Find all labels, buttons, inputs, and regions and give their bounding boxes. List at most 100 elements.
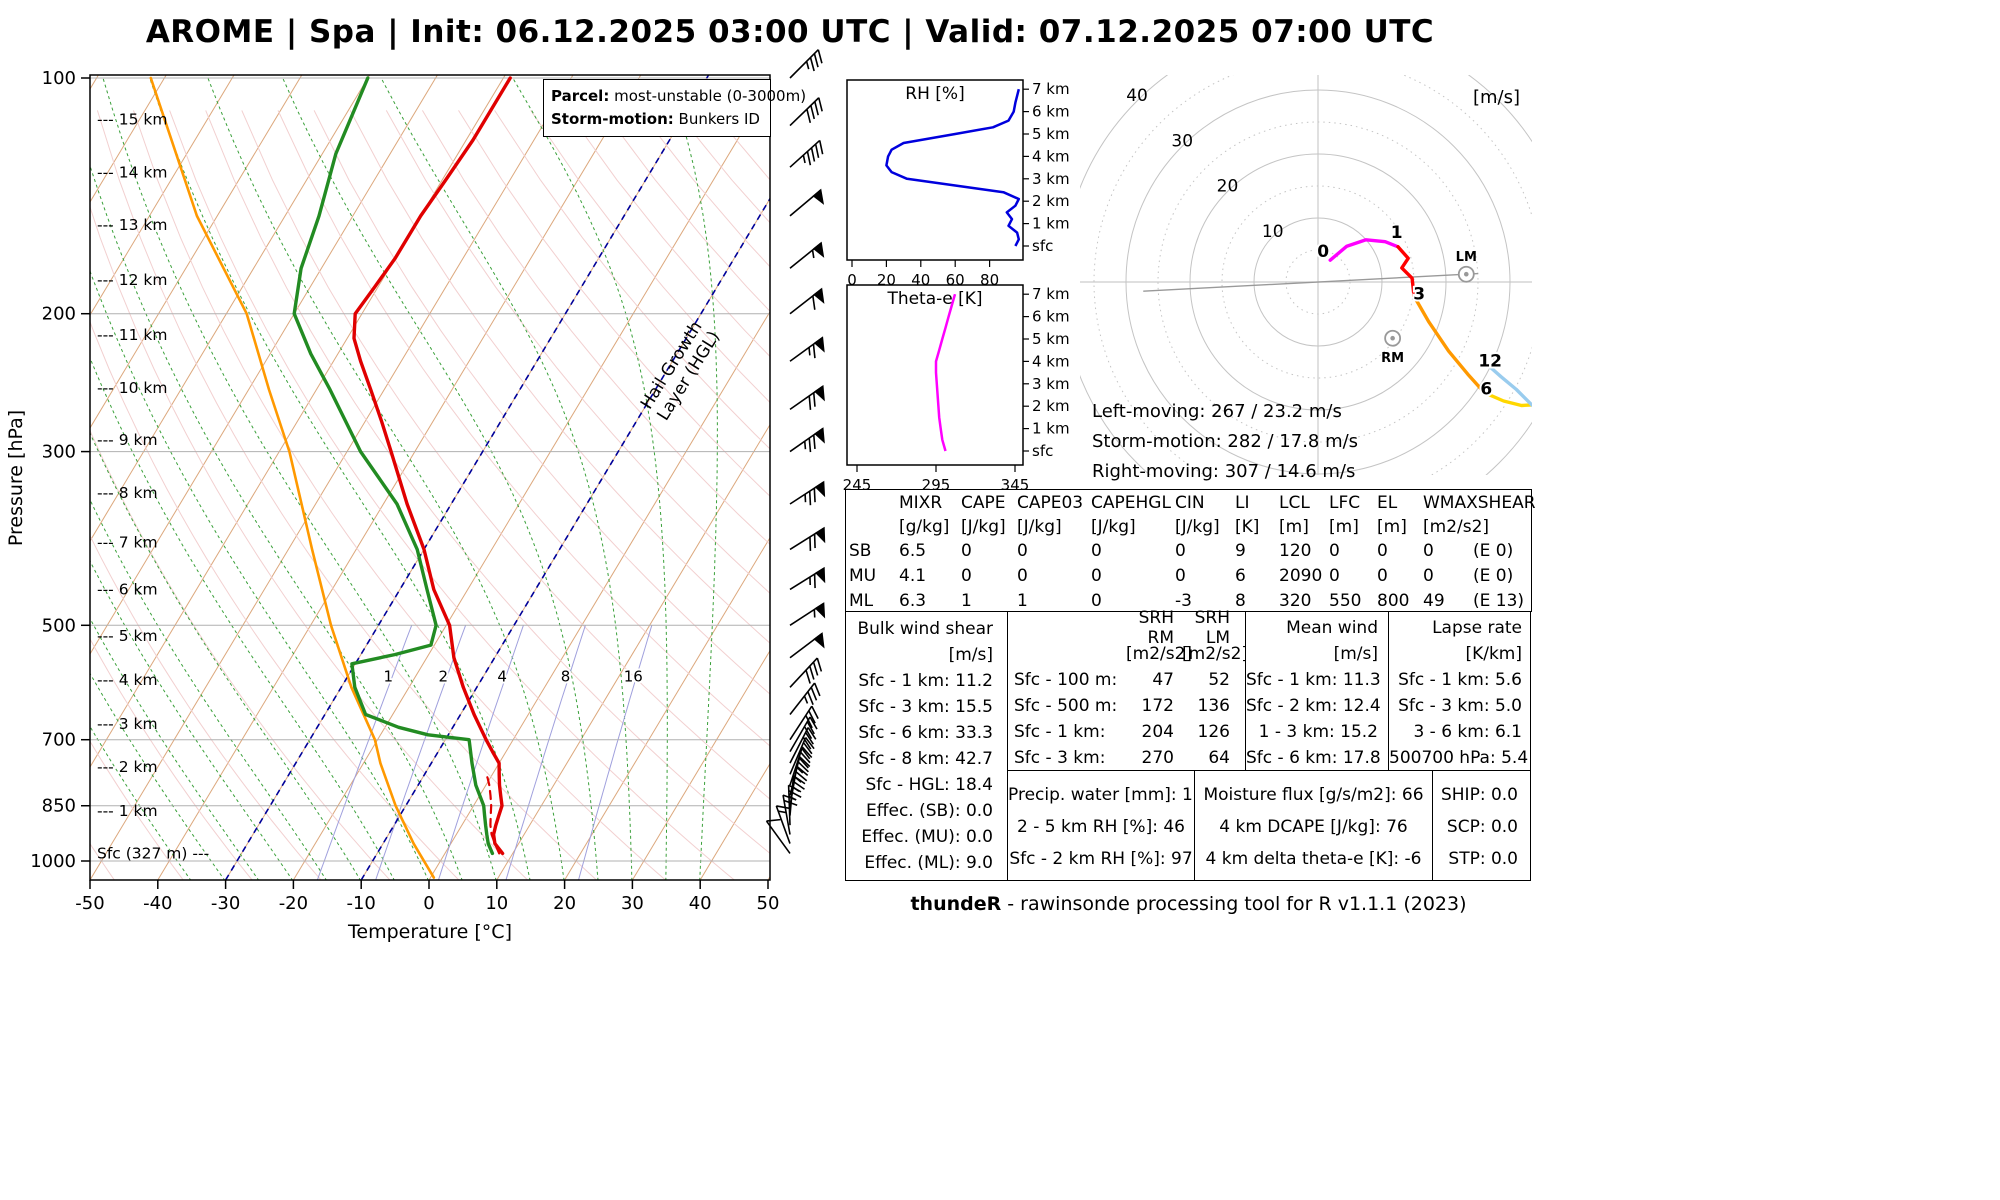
indices-value: 320 [1279,590,1312,611]
lapse-rate-line: Sfc - 1 km: 5.6 [1398,670,1522,690]
indices-value: 8 [1235,590,1246,611]
legend-parcel-label: Parcel: [551,87,610,105]
indices-value: 4.1 [899,565,927,586]
svg-text:10: 10 [485,893,508,914]
svg-text:0: 0 [847,271,857,289]
legend-storm-line: Storm-motion: Bunkers ID [551,108,763,131]
indices-value: 0 [1423,565,1434,586]
indices-col-unit: [m2/s2] [1423,516,1490,537]
svg-text:2 km: 2 km [1032,397,1070,415]
svg-text:200: 200 [42,304,76,325]
legend-storm-label: Storm-motion: [551,110,674,128]
svg-text:10: 10 [1262,222,1284,242]
rh-curve [885,88,1021,247]
precip-water-panel: Precip. water [mm]: 17 2 - 5 km RH [%]: 4… [1007,770,1204,881]
indices-value: 0 [1329,540,1340,561]
svg-text:40: 40 [1126,86,1148,106]
indices-row-label: ML [849,590,874,611]
shear-line: Effec. (SB): 0.0 [866,801,993,821]
svg-text:--- 9 km: --- 9 km [97,431,158,449]
mean-wind-line: 1 - 3 km: 15.2 [1258,722,1378,742]
indices-value: 0 [1091,590,1102,611]
svg-text:4 km: 4 km [1032,352,1070,370]
height-labels: --- 15 km --- 14 km --- 13 km --- 12 km --- … [97,111,209,863]
svg-text:2 km: 2 km [1032,192,1070,210]
indices-value: 0 [1091,540,1102,561]
srh-row-label: Sfc - 3 km: [1014,748,1106,768]
lapse-rate-line: 3 - 6 km: 6.1 [1413,722,1522,742]
pressure-gridlines [90,77,770,862]
indices-col-header: WMAXSHEAR [1423,492,1536,513]
shear-line: Sfc - 6 km: 33.3 [858,723,993,743]
indices-value: 0 [1423,540,1434,561]
shear-line: Sfc - 1 km: 11.2 [858,671,993,691]
series-sb-parcel [484,771,501,855]
indices-col-unit: [m] [1279,516,1309,537]
srh-value: 172 [1141,696,1174,716]
mean-wind-panel: Mean wind [m/s] Sfc - 1 km: 11.3 Sfc - 2 km… [1245,611,1389,771]
svg-text:850: 850 [42,796,76,817]
indices-col-header: LFC [1329,492,1361,513]
indices-col-header: CAPEHGL [1091,492,1171,513]
hodograph-segment-0-1 km [1328,238,1400,262]
indices-col-header: CAPE03 [1017,492,1084,513]
svg-text:300: 300 [42,442,76,463]
indices-value: 9 [1235,540,1246,561]
svg-text:6 km: 6 km [1032,103,1070,121]
svg-text:--- 10 km: --- 10 km [97,379,167,397]
mean-wind-line: [m/s] [1333,644,1378,664]
shear-line: Sfc - 8 km: 42.7 [858,749,993,769]
shear-line: Sfc - 3 km: 15.5 [858,697,993,717]
moisture-line: 4 km DCAPE [J/kg]: 76 [1219,817,1408,837]
svg-text:--- 8 km: --- 8 km [97,484,158,502]
lapse-rate-panel: Lapse rate [K/km] Sfc - 1 km: 5.6 Sfc - 3 k… [1388,611,1531,771]
precip-line: 2 - 5 km RH [%]: 46 [1017,817,1185,837]
svg-text:20: 20 [553,893,576,914]
svg-text:--- 3 km: --- 3 km [97,715,158,733]
moisture-line: 4 km delta theta-e [K]: -6 [1205,849,1422,869]
shear-line: Effec. (ML): 9.0 [864,853,993,873]
srh-col-unit: [m2/s2] [1126,644,1193,664]
indices-row-label: SB [849,540,872,561]
bulk-wind-shear-panel: Bulk wind shear [m/s] Sfc - 1 km: 11.2 Sfc … [845,611,1008,881]
wind-barbs [765,49,826,854]
lapse-rate-line: 500700 hPa: 5.4 [1389,748,1529,768]
shear-line: Bulk wind shear [857,619,993,639]
svg-text:7 km: 7 km [1032,285,1070,303]
svg-text:500: 500 [42,615,76,636]
indices-value: 6.3 [899,590,927,611]
srh-value: 47 [1152,670,1174,690]
legend-parcel-line: Parcel: most-unstable (0-3000m) [551,85,806,108]
indices-col-unit: [m] [1377,516,1407,537]
svg-text:-50: -50 [75,893,104,914]
mixing-ratio-lines [316,625,653,880]
svg-text:LM: LM [1456,250,1477,265]
legend-storm-value: Bunkers ID [678,110,760,128]
hodograph-unit-label: [m/s] [1473,87,1520,108]
svg-text:20: 20 [877,271,896,289]
indices-col-header: EL [1377,492,1398,513]
srh-value: 136 [1197,696,1230,716]
precip-line: Sfc - 2 km RH [%]: 97 [1009,849,1193,869]
svg-text:1: 1 [384,667,394,685]
svg-text:3: 3 [1413,284,1425,304]
series-parcel-trace [149,76,436,879]
precip-line: Precip. water [mm]: 17 [1008,785,1204,805]
svg-text:--- 14 km: --- 14 km [97,163,167,181]
indices-value: 550 [1329,590,1362,611]
svg-text:-20: -20 [279,893,308,914]
svg-text:1000: 1000 [30,851,76,872]
hodograph-segment-3-6 km [1412,294,1487,395]
svg-text:--- 5 km: --- 5 km [97,627,158,645]
srh-value: 52 [1208,670,1230,690]
svg-text:1: 1 [1391,223,1403,243]
indices-value: 0 [1017,540,1028,561]
indices-value: 1 [1017,590,1028,611]
srh-value: 64 [1208,748,1230,768]
indices-value: 0 [1377,565,1388,586]
svg-text:700: 700 [42,730,76,751]
shear-line: Sfc - HGL: 18.4 [865,775,993,795]
svg-text:--- 15 km: --- 15 km [97,111,167,129]
svg-text:4 km: 4 km [1032,147,1070,165]
